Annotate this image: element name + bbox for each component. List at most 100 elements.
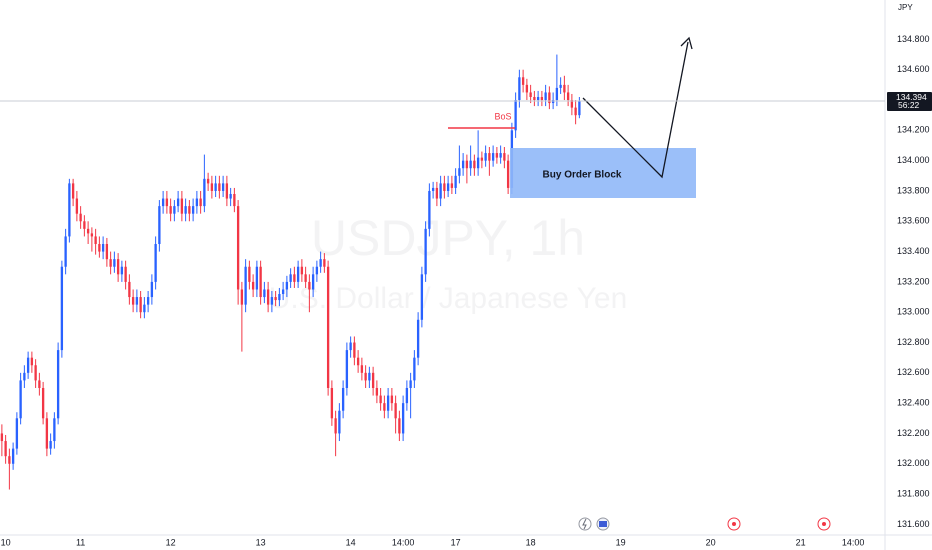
candle-body xyxy=(345,350,349,388)
event-dot xyxy=(822,522,826,526)
candle-body xyxy=(8,456,11,464)
candle-body xyxy=(341,387,345,411)
candle-body xyxy=(191,206,195,214)
price-tag-label: 134.394 xyxy=(896,92,927,102)
price-tag xyxy=(887,91,932,111)
event-dot xyxy=(732,522,736,526)
candle-body xyxy=(521,77,525,85)
candle-body xyxy=(375,387,379,396)
candle-body xyxy=(326,266,330,388)
y-tick-label: 133.000 xyxy=(897,307,930,317)
candle-body xyxy=(435,187,439,199)
candle-body xyxy=(214,183,217,191)
y-tick-label: 133.600 xyxy=(897,216,930,226)
candle-body xyxy=(94,236,97,245)
candle-body xyxy=(458,168,461,176)
candle-body xyxy=(75,198,79,214)
candle-body xyxy=(98,244,101,252)
candle-body xyxy=(548,92,551,104)
x-tick-label: 20 xyxy=(706,537,716,547)
order-block-zone xyxy=(510,148,696,198)
candle-body xyxy=(285,281,289,290)
candle-body xyxy=(30,357,34,366)
arrow-head xyxy=(680,36,693,50)
candle-body xyxy=(146,297,150,305)
watermark-title: USDJPY, 1h xyxy=(311,210,585,266)
candle-body xyxy=(240,289,244,305)
candle-body xyxy=(296,266,300,282)
y-tick-label: 132.600 xyxy=(897,367,930,377)
candle-body xyxy=(263,289,266,298)
watermark-subtitle: U.S. Dollar / Japanese Yen xyxy=(269,282,628,315)
candle-body xyxy=(431,187,435,191)
candle-body xyxy=(356,357,360,366)
candle-body xyxy=(45,418,49,449)
candle-body xyxy=(536,96,540,101)
x-tick-label: 13 xyxy=(256,537,266,547)
candle-body xyxy=(236,206,240,290)
candle-body xyxy=(315,266,319,275)
candle-body xyxy=(559,84,562,88)
projection-arrow xyxy=(582,41,689,179)
candle-body xyxy=(38,380,41,388)
event-icons xyxy=(578,517,831,531)
candle-body xyxy=(278,294,281,301)
candle-body xyxy=(221,183,225,191)
candle-body xyxy=(360,365,364,373)
candle-body xyxy=(514,100,517,131)
candle-body xyxy=(488,153,491,161)
candle-body xyxy=(420,274,424,320)
candle-body xyxy=(289,274,292,282)
lightning-glyph xyxy=(582,518,587,530)
candles xyxy=(0,54,581,490)
candle-body xyxy=(499,153,502,158)
candle-body xyxy=(551,100,555,104)
y-tick-label: 132.200 xyxy=(897,428,930,438)
candle-body xyxy=(53,418,56,442)
y-tick-label: 133.400 xyxy=(897,246,930,256)
candle-body xyxy=(270,297,274,305)
candle-body xyxy=(518,77,521,101)
currency-label: JPY xyxy=(898,3,913,12)
candle-body xyxy=(401,403,405,434)
candle-body xyxy=(158,206,161,245)
candle-body xyxy=(473,160,476,169)
candle-body xyxy=(15,418,19,449)
candle-body xyxy=(26,357,30,373)
y-tick-label: 131.800 xyxy=(897,488,930,498)
candle-body xyxy=(529,92,532,97)
candle-body xyxy=(173,206,176,214)
x-tick-label: 18 xyxy=(526,537,536,547)
candle-body xyxy=(188,206,191,214)
bos-label: BoS xyxy=(494,111,511,121)
candle-body xyxy=(124,266,127,282)
candle-body xyxy=(300,266,304,275)
candle-body xyxy=(386,395,390,411)
candle-body xyxy=(506,160,510,188)
candle-body xyxy=(0,433,4,442)
candle-body xyxy=(450,183,454,188)
candle-body xyxy=(398,418,401,434)
candle-body xyxy=(480,157,484,161)
y-tick-label: 134.800 xyxy=(897,34,930,44)
candle-body xyxy=(64,236,67,267)
candle-body xyxy=(79,213,82,222)
y-tick-label: 134.200 xyxy=(897,125,930,135)
flag-glyph xyxy=(599,521,607,527)
candle-body xyxy=(180,198,184,214)
x-tick-label: 19 xyxy=(616,537,626,547)
candle-body xyxy=(338,410,341,434)
candle-body xyxy=(413,357,416,381)
x-tick-label: 11 xyxy=(76,537,85,547)
candle-body xyxy=(525,84,529,93)
candle-body xyxy=(469,160,472,169)
candle-body xyxy=(383,403,386,411)
candle-body xyxy=(105,244,109,260)
candle-body xyxy=(454,175,457,188)
candle-body xyxy=(86,228,90,234)
x-tick-label: 14:00 xyxy=(842,537,865,547)
event-icon[interactable] xyxy=(578,517,592,531)
candle-body xyxy=(49,441,52,449)
candle-body xyxy=(128,281,131,298)
